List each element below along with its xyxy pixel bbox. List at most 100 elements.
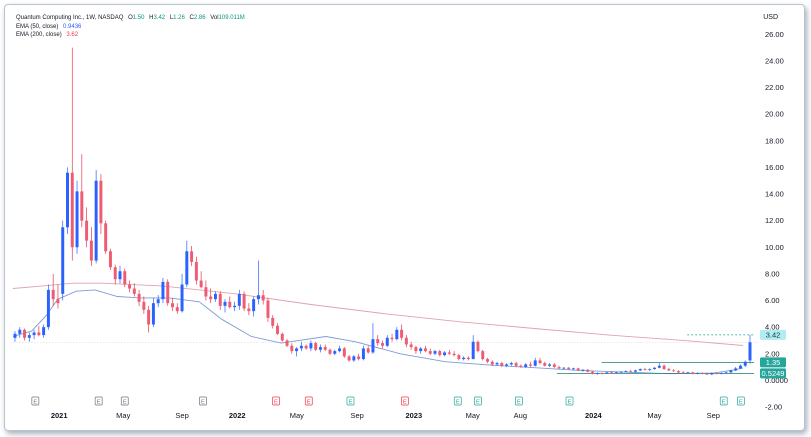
- candle: [199, 271, 203, 289]
- candle: [304, 344, 308, 350]
- candle-body: [261, 295, 265, 301]
- candle: [285, 339, 289, 348]
- candle: [89, 227, 93, 266]
- legend-volume-key: Vol: [210, 15, 219, 21]
- earnings-marker: E: [346, 396, 355, 406]
- earnings-marker: E: [94, 396, 103, 406]
- y-tick-label: 14.00: [765, 190, 784, 199]
- candle: [629, 369, 633, 373]
- legend-high-key: H: [149, 15, 154, 21]
- candle-body: [237, 293, 241, 306]
- candle: [734, 367, 738, 372]
- candle-body: [156, 299, 160, 304]
- candle-body: [495, 363, 499, 365]
- candle: [318, 344, 322, 353]
- candle-body: [519, 365, 523, 368]
- candle-body: [213, 293, 217, 300]
- candle: [624, 370, 628, 373]
- candle-body: [75, 191, 79, 248]
- y-tick-label: 6.00: [765, 296, 780, 305]
- candle-body: [743, 361, 747, 366]
- legend-ohlc-row: Quantum Computing Inc., 1W, NASDAQ O1.50…: [16, 15, 245, 21]
- candle: [85, 207, 89, 248]
- candle: [562, 367, 566, 370]
- price-badge: 1.35: [760, 357, 786, 368]
- candle: [171, 297, 174, 312]
- candle-body: [567, 367, 571, 370]
- legend-symbol: Quantum Computing Inc.: [16, 15, 83, 21]
- legend-ema200-row[interactable]: EMA (200, close) 3.62: [16, 31, 245, 40]
- candle: [70, 47, 74, 261]
- candle-body: [108, 251, 112, 268]
- candle-body: [27, 335, 31, 338]
- candle-body: [161, 281, 165, 300]
- candle: [223, 299, 227, 313]
- candle-body: [185, 251, 189, 285]
- candle-body: [166, 281, 170, 304]
- candle-body: [347, 356, 351, 361]
- earnings-marker-label: E: [517, 399, 521, 405]
- candle: [614, 371, 618, 374]
- x-tick-label: 2022: [229, 411, 246, 420]
- earnings-marker: E: [31, 396, 40, 406]
- candle-body: [228, 301, 232, 308]
- candle: [438, 349, 442, 357]
- earnings-marker-label: E: [456, 399, 460, 405]
- candle-body: [357, 356, 361, 360]
- candle: [361, 345, 365, 361]
- candle: [466, 356, 470, 361]
- earnings-marker: E: [453, 396, 462, 406]
- candle-body: [132, 288, 136, 294]
- candle: [490, 360, 494, 366]
- candle-body: [295, 348, 299, 352]
- candle: [204, 280, 208, 301]
- y-tick-label: 18.00: [765, 136, 784, 145]
- candle: [729, 369, 733, 374]
- earnings-marker-box: [199, 396, 207, 406]
- candle: [299, 341, 303, 352]
- candle-body: [490, 361, 494, 365]
- candle-body: [419, 348, 423, 352]
- price-chart[interactable]: -2.00 0.0000 2.00 4.00 6.00 8.00 10.00 12.00 14.…: [5, 5, 804, 430]
- candle-body: [624, 371, 628, 372]
- candle: [194, 256, 198, 285]
- candle: [667, 367, 671, 372]
- candle: [395, 327, 399, 341]
- earnings-marker-label: E: [33, 399, 37, 405]
- candle-body: [414, 347, 418, 352]
- candle-body: [404, 337, 408, 345]
- legend-ema50-row[interactable]: EMA (50, close) 0.9436: [16, 23, 245, 32]
- candle-body: [233, 305, 237, 308]
- candle: [404, 335, 408, 348]
- candle: [118, 265, 122, 284]
- candle: [80, 154, 84, 228]
- earnings-marker-box: [401, 396, 409, 406]
- earnings-marker: E: [401, 396, 409, 406]
- candle: [595, 372, 599, 375]
- candle-body: [696, 373, 699, 374]
- candle-body: [586, 369, 590, 372]
- candle-body: [80, 191, 84, 221]
- candle-body: [276, 325, 279, 334]
- currency-label[interactable]: USD: [763, 14, 778, 21]
- candle-body: [194, 261, 198, 281]
- earnings-marker-box: [719, 396, 728, 406]
- candle: [357, 353, 361, 361]
- candle-body: [576, 368, 580, 371]
- candle-body: [738, 365, 742, 369]
- candle-body: [18, 329, 22, 334]
- candle: [61, 220, 65, 301]
- candle-body: [385, 337, 389, 346]
- candle-body: [309, 343, 313, 349]
- candle: [495, 361, 499, 366]
- candle: [619, 371, 623, 374]
- candle: [137, 289, 141, 306]
- candle-body: [724, 372, 728, 374]
- candle-body: [629, 371, 633, 372]
- candle: [13, 331, 17, 342]
- earnings-marker-label: E: [739, 399, 743, 405]
- candle: [156, 295, 160, 308]
- candle: [696, 372, 699, 375]
- candle: [381, 340, 384, 349]
- candle: [180, 273, 184, 313]
